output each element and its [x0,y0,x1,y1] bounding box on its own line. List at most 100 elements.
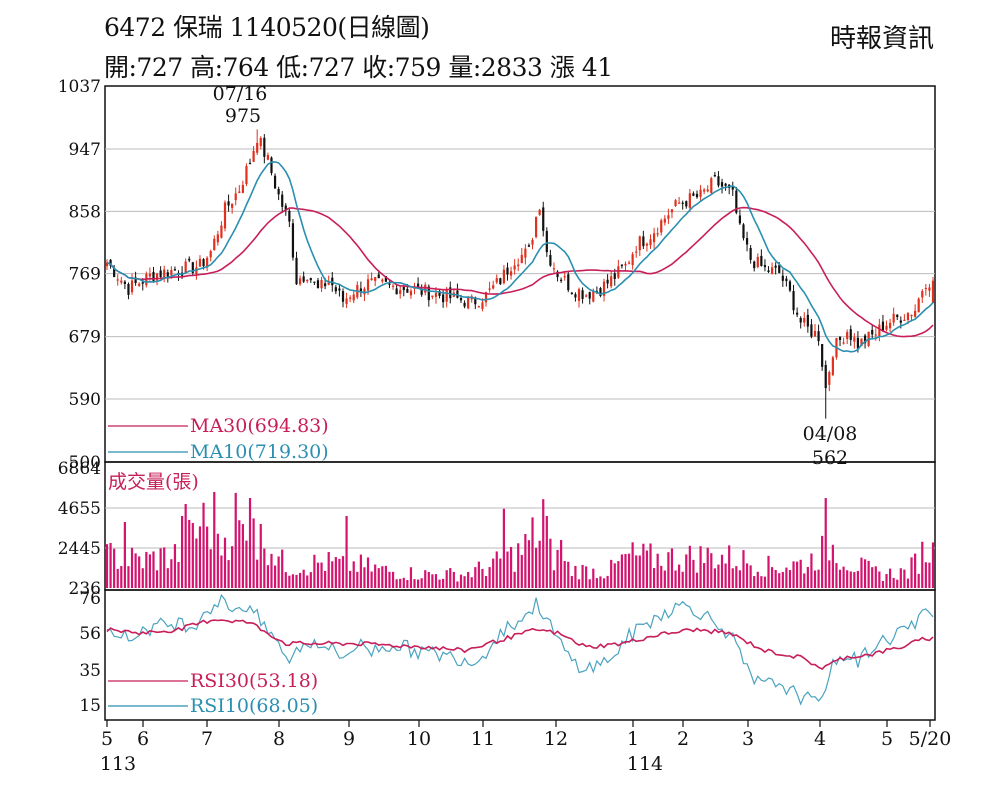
candle-body [309,278,312,281]
candle-body [116,279,119,281]
candle-body [670,209,674,213]
candle-body [427,286,430,301]
volume-bar [295,574,298,588]
candle-body [295,257,298,285]
volume-bar [316,562,320,588]
volume-bar [427,571,430,588]
volume-bar [202,502,205,588]
volume-bar [327,552,330,588]
volume-bar [781,571,784,588]
candle-body [892,313,895,323]
volume-bars [105,492,935,588]
candle-body [627,262,631,264]
candle-body [399,290,402,294]
candle-body [152,271,155,281]
candle-body [810,324,813,337]
volume-bar [195,538,198,588]
volume-bar [735,566,738,588]
volume-bar [356,571,359,588]
candle-body [384,276,388,282]
candle-body [123,281,126,284]
volume-bar [213,492,216,588]
volume-bar [277,556,280,588]
volume-bar [724,563,727,588]
volume-bar [703,563,706,588]
candle-body [713,175,716,177]
candle-body [442,294,445,303]
candle-body [481,302,484,310]
price-tick-label: 500 [69,453,101,473]
candle-body [717,176,720,186]
volume-bar [184,504,187,588]
volume-bar [248,498,252,588]
candle-body [620,264,624,267]
candle-body [338,288,341,291]
candle-body [642,236,645,247]
candle-body [238,191,241,193]
volume-bar [227,560,230,588]
volume-bar [338,558,341,588]
volume-bar [824,498,827,588]
price-tick-label: 858 [69,202,101,222]
x-tick-label: 12 [544,728,568,750]
volume-bar [817,569,820,588]
volume-bar [209,549,212,588]
candle-body [248,162,252,165]
candle-body [409,290,413,296]
low-value: 562 [812,447,848,469]
candle-body [241,184,244,193]
candle-body [638,236,641,251]
volume-bar [431,574,434,588]
candle-body [166,272,169,277]
volume-bar [259,523,262,588]
candle-body [370,278,373,281]
x-tick-label: 8 [273,728,285,750]
candle-body [381,279,384,282]
candle-body [502,269,506,284]
volume-bar [778,573,781,588]
volume-bar [445,570,448,588]
volume-bar [334,557,337,588]
candle-body [821,344,824,367]
candle-body [856,337,860,349]
rsi30-line [106,619,934,670]
candle-body [345,298,348,305]
candle-body [377,274,380,279]
candle-body [631,254,634,266]
volume-bar [413,579,416,588]
volume-bar [352,561,355,588]
candle-body [703,189,706,192]
candle-body [284,205,287,211]
volume-bar [159,548,162,588]
candle-body [552,268,556,270]
candle-body [781,275,784,281]
source-label: 時報資訊 [829,24,934,54]
candle-body [316,280,320,289]
volume-bar [831,544,834,588]
ma10-legend: MA10(719.30) [190,441,329,463]
volume-bar [706,547,709,588]
candle-body [513,265,516,270]
candle-body [928,287,931,291]
volume-bar [524,534,527,588]
volume-bar [585,566,588,588]
candle-body [906,313,910,321]
volume-bar [874,566,877,588]
candle-body [434,292,438,297]
candle-body [477,306,480,308]
volume-bar [470,577,473,588]
volume-bar [155,570,159,588]
volume-bar [502,508,506,588]
volume-bar [692,559,695,588]
volume-bar [391,571,395,588]
volume-bar [538,540,541,588]
volume-bar [763,576,767,588]
x-axis-ticks: 5 6 7 8 9 10 11 12 1 2 3 4 5 5/20 [101,720,951,750]
candle-body [577,289,581,301]
candle-body [763,265,767,268]
candle-body [259,138,262,146]
high-date: 07/16 [213,83,268,105]
candle-body [191,262,194,273]
volume-bar [602,578,606,588]
candle-body [720,182,724,187]
